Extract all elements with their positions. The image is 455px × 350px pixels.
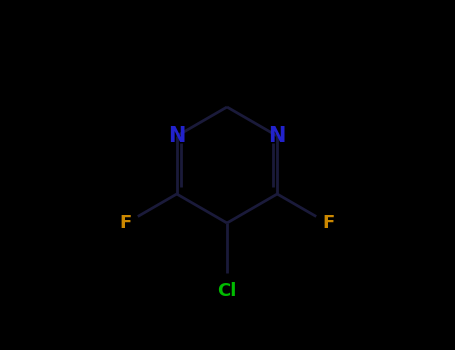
Text: N: N	[168, 126, 186, 146]
Text: N: N	[268, 126, 286, 146]
Text: Cl: Cl	[217, 282, 237, 300]
Text: F: F	[322, 215, 334, 232]
Text: F: F	[120, 215, 132, 232]
